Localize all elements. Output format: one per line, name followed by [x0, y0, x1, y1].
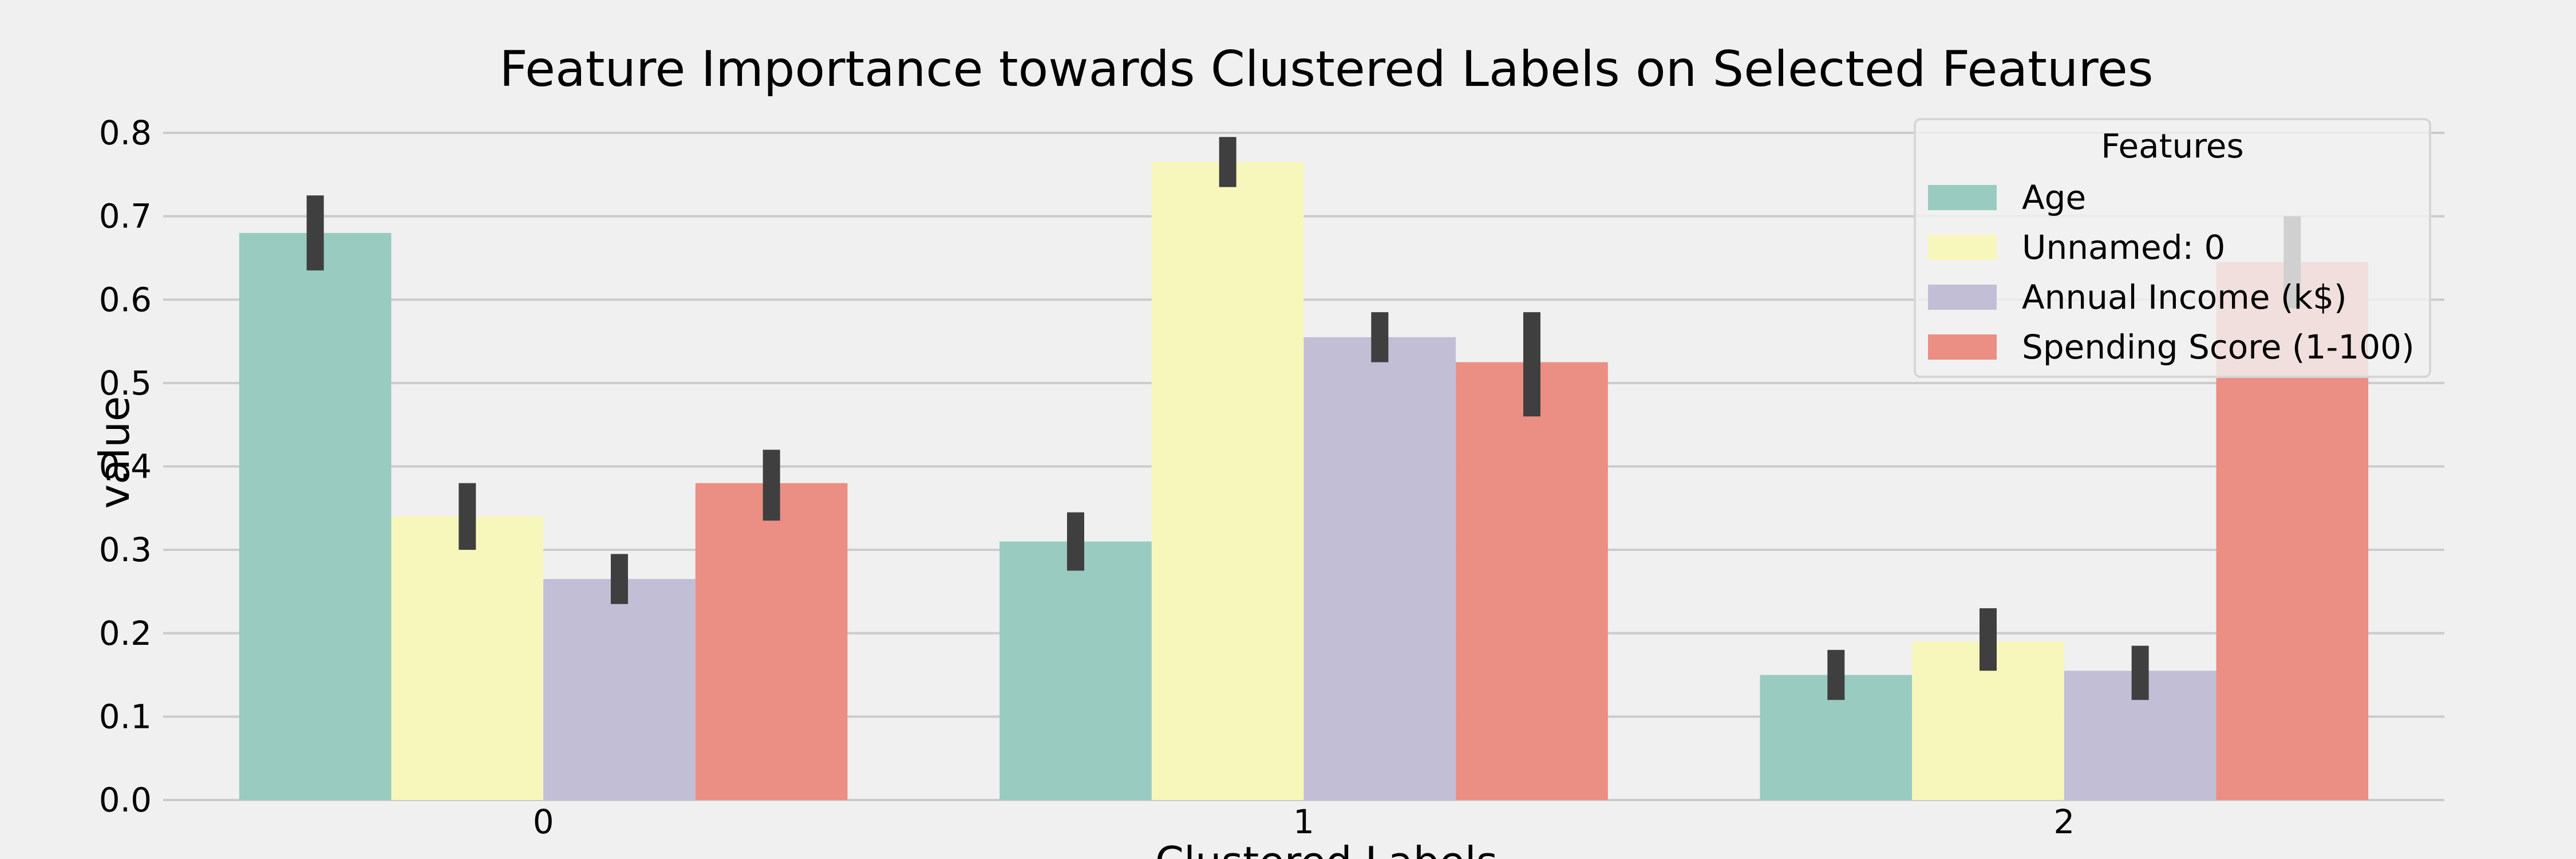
legend-swatch	[1928, 185, 1997, 210]
x-tick-labels: 0 1 2	[533, 802, 2075, 841]
y-tick-label: 0.0	[99, 781, 152, 819]
y-axis-label: value	[90, 396, 139, 509]
legend-entry: Annual Income (k$)	[2022, 278, 2347, 317]
x-tick-label: 0	[533, 802, 554, 841]
legend: Features Age Unnamed: 0 Annual Income (k$)…	[1914, 118, 2431, 378]
legend-items: Age Unnamed: 0 Annual Income (k$) Spending …	[1928, 178, 2415, 367]
legend-title: Features	[2101, 127, 2243, 166]
legend-swatch	[1928, 235, 1997, 260]
y-tick-labels: 0.0 0.1 0.2 0.3 0.4 0.5 0.6 0.7 0.8	[99, 113, 152, 819]
y-tick-label: 0.6	[99, 280, 152, 319]
bar	[543, 579, 696, 800]
bar	[1456, 362, 1608, 800]
legend-entry: Spending Score (1-100)	[2022, 328, 2415, 367]
bar	[391, 516, 544, 800]
y-tick-label: 0.8	[99, 113, 152, 152]
legend-swatch	[1928, 285, 1997, 310]
bar	[1303, 337, 1456, 800]
legend-entry: Age	[2022, 178, 2086, 217]
y-tick-label: 0.5	[99, 364, 152, 403]
legend-box	[1914, 118, 2431, 378]
y-tick-label: 0.1	[99, 697, 152, 736]
x-tick-label: 1	[1293, 802, 1314, 841]
y-tick-label: 0.4	[99, 447, 152, 486]
x-tick-label: 2	[2053, 802, 2075, 841]
bar	[695, 483, 848, 800]
legend-swatch	[1928, 334, 1997, 360]
y-tick-label: 0.3	[99, 530, 152, 569]
bar	[1151, 161, 1304, 800]
legend-entry: Unnamed: 0	[2022, 228, 2225, 267]
chart-title: Feature Importance towards Clustered Lab…	[499, 41, 2153, 98]
bar	[999, 541, 1152, 800]
y-tick-label: 0.2	[99, 614, 152, 653]
bar	[239, 233, 392, 800]
bars	[239, 161, 2369, 800]
y-tick-label: 0.7	[99, 197, 152, 236]
x-axis-label: Clustered Labels	[1155, 838, 1498, 859]
